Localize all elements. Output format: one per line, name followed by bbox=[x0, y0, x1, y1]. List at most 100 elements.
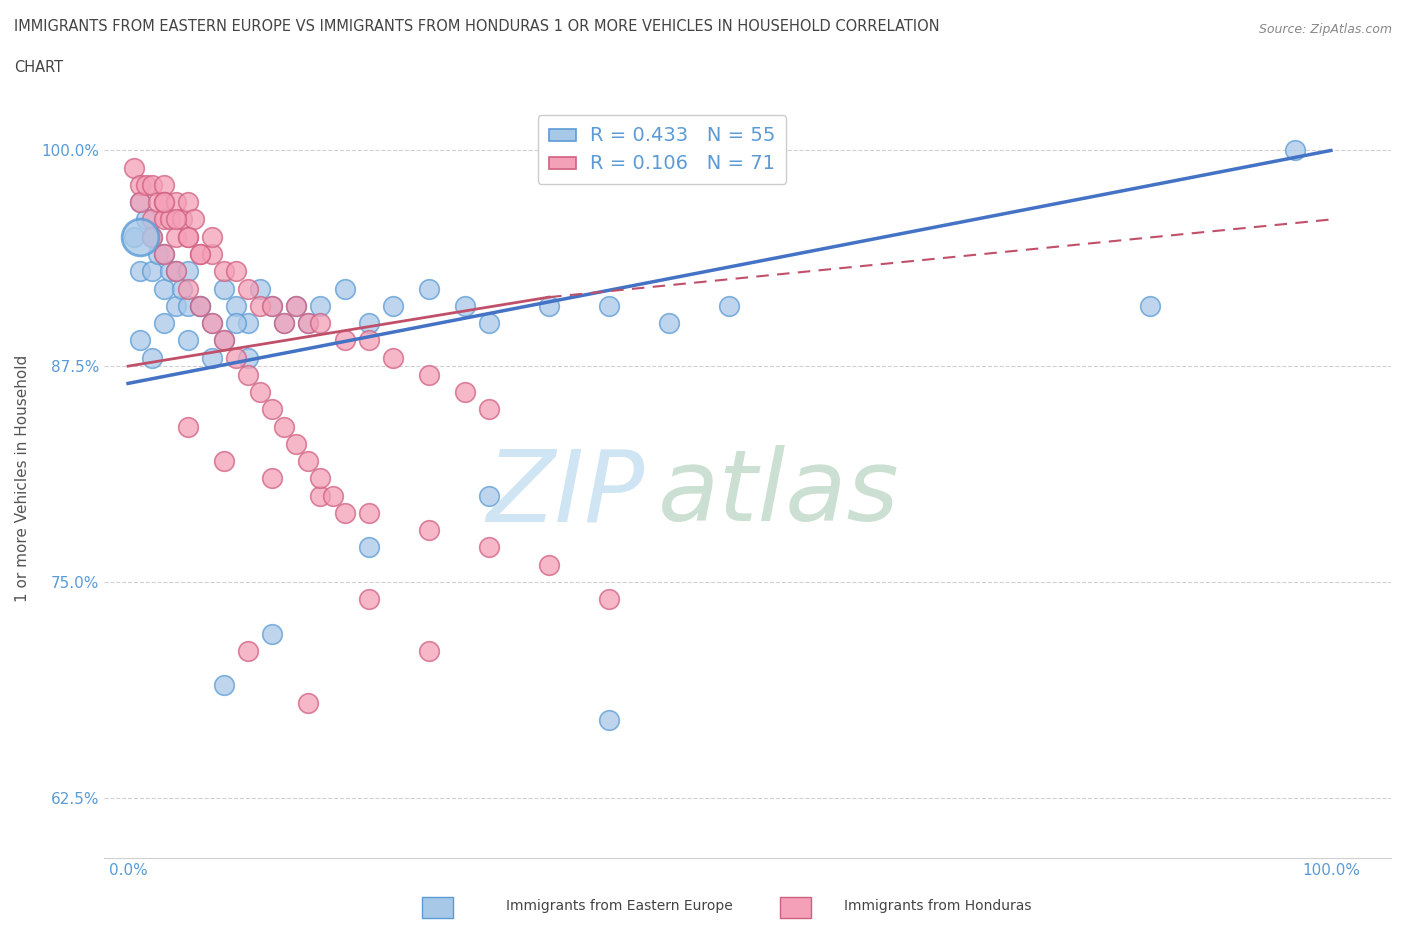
Point bbox=[1139, 299, 1161, 313]
Point bbox=[177, 333, 200, 348]
Point bbox=[165, 264, 187, 279]
Point bbox=[1284, 143, 1306, 158]
Point bbox=[129, 178, 152, 193]
Point bbox=[478, 402, 501, 417]
Point bbox=[177, 281, 200, 296]
Point bbox=[141, 350, 163, 365]
Point bbox=[249, 385, 271, 400]
Point bbox=[177, 230, 200, 245]
Point bbox=[201, 350, 224, 365]
Point bbox=[285, 299, 308, 313]
Point bbox=[537, 299, 560, 313]
Point bbox=[159, 212, 181, 227]
Point bbox=[454, 299, 477, 313]
Point bbox=[249, 281, 271, 296]
Point bbox=[297, 696, 319, 711]
Text: Immigrants from Honduras: Immigrants from Honduras bbox=[844, 898, 1031, 912]
Text: ZIP: ZIP bbox=[486, 445, 644, 542]
Point bbox=[153, 194, 176, 209]
Point bbox=[321, 488, 343, 503]
Point bbox=[177, 194, 200, 209]
Point bbox=[381, 299, 404, 313]
Point bbox=[357, 315, 380, 330]
Point bbox=[129, 333, 152, 348]
Point bbox=[141, 264, 163, 279]
Point bbox=[153, 212, 176, 227]
Point bbox=[201, 230, 224, 245]
Point bbox=[262, 299, 284, 313]
Point bbox=[153, 246, 176, 261]
Point bbox=[478, 540, 501, 555]
Point bbox=[333, 333, 356, 348]
Point bbox=[183, 212, 205, 227]
Point bbox=[309, 299, 332, 313]
Text: IMMIGRANTS FROM EASTERN EUROPE VS IMMIGRANTS FROM HONDURAS 1 OR MORE VEHICLES IN: IMMIGRANTS FROM EASTERN EUROPE VS IMMIGR… bbox=[14, 19, 939, 33]
Point bbox=[201, 315, 224, 330]
Point bbox=[478, 488, 501, 503]
Point bbox=[212, 333, 235, 348]
Point bbox=[201, 246, 224, 261]
Point bbox=[153, 281, 176, 296]
Point bbox=[297, 315, 319, 330]
Point bbox=[188, 246, 211, 261]
Point bbox=[238, 281, 260, 296]
Point bbox=[122, 230, 145, 245]
Point bbox=[212, 281, 235, 296]
Point bbox=[129, 264, 152, 279]
Point bbox=[172, 212, 194, 227]
Point bbox=[418, 523, 440, 538]
Point bbox=[129, 194, 152, 209]
Point bbox=[212, 333, 235, 348]
Point bbox=[165, 212, 187, 227]
Point bbox=[238, 350, 260, 365]
Point bbox=[177, 230, 200, 245]
Point bbox=[129, 194, 152, 209]
Point bbox=[177, 264, 200, 279]
Point bbox=[309, 315, 332, 330]
Point bbox=[141, 230, 163, 245]
Point bbox=[225, 350, 247, 365]
Point bbox=[262, 299, 284, 313]
Point bbox=[273, 315, 295, 330]
Point bbox=[598, 712, 620, 727]
Point bbox=[297, 454, 319, 469]
Point bbox=[172, 281, 194, 296]
Point bbox=[238, 644, 260, 658]
Point bbox=[165, 264, 187, 279]
Point bbox=[141, 178, 163, 193]
Point bbox=[357, 591, 380, 606]
Point bbox=[418, 281, 440, 296]
Point bbox=[418, 367, 440, 382]
Point bbox=[309, 488, 332, 503]
Y-axis label: 1 or more Vehicles in Household: 1 or more Vehicles in Household bbox=[15, 354, 30, 602]
Point bbox=[225, 315, 247, 330]
Point bbox=[718, 299, 741, 313]
Point bbox=[165, 230, 187, 245]
Point bbox=[177, 419, 200, 434]
Point bbox=[297, 315, 319, 330]
Point bbox=[141, 230, 163, 245]
Point bbox=[273, 315, 295, 330]
Point bbox=[212, 454, 235, 469]
Point bbox=[188, 299, 211, 313]
Point bbox=[238, 367, 260, 382]
Point bbox=[333, 281, 356, 296]
Text: atlas: atlas bbox=[658, 445, 898, 542]
Point bbox=[129, 230, 152, 245]
Point bbox=[598, 591, 620, 606]
Point bbox=[153, 178, 176, 193]
Point bbox=[381, 350, 404, 365]
Point bbox=[225, 264, 247, 279]
Point bbox=[225, 299, 247, 313]
Point bbox=[146, 194, 169, 209]
Point bbox=[177, 299, 200, 313]
Point bbox=[333, 505, 356, 520]
Point bbox=[212, 264, 235, 279]
Point bbox=[153, 194, 176, 209]
Point bbox=[165, 299, 187, 313]
Point bbox=[153, 315, 176, 330]
Text: CHART: CHART bbox=[14, 60, 63, 75]
Point bbox=[262, 402, 284, 417]
Point bbox=[454, 385, 477, 400]
Point bbox=[188, 299, 211, 313]
